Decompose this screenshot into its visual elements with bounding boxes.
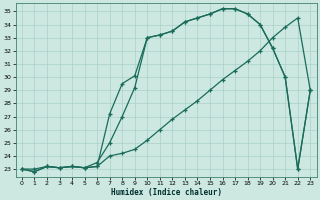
X-axis label: Humidex (Indice chaleur): Humidex (Indice chaleur)	[111, 188, 221, 197]
